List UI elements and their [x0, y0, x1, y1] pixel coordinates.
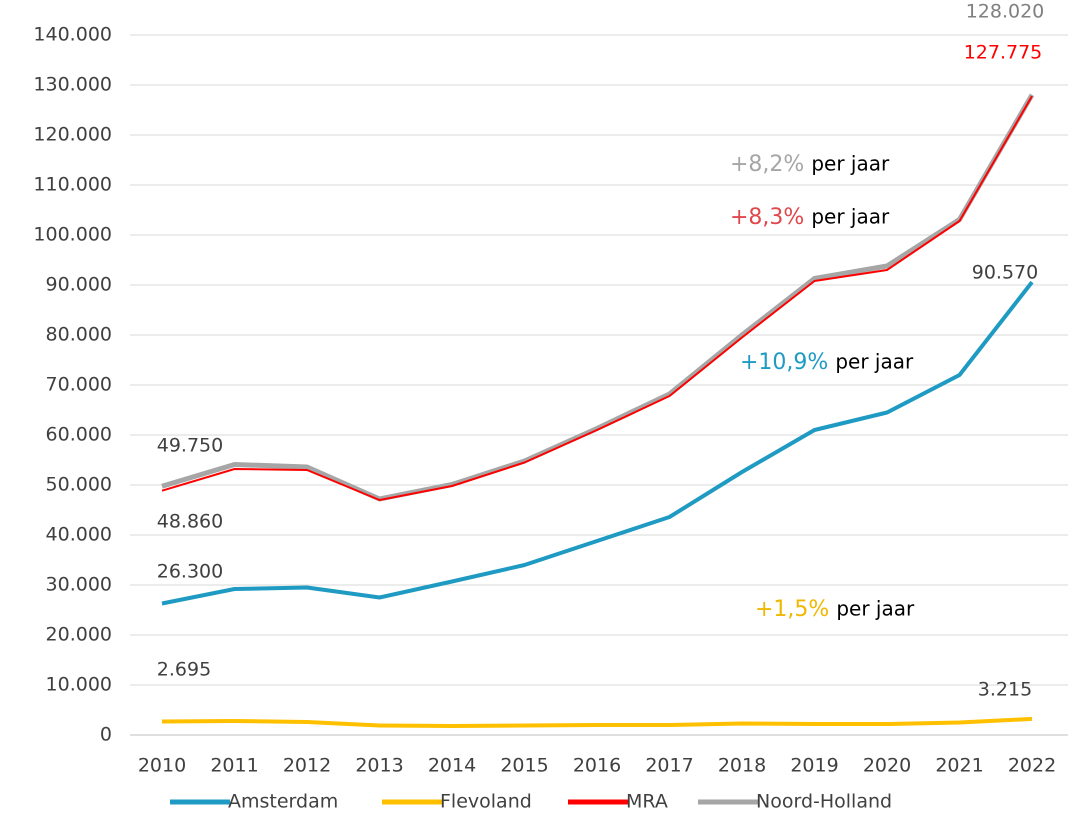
x-tick-label: 2011: [210, 755, 258, 777]
series-line: [161, 280, 1034, 606]
y-tick-label: 0: [100, 724, 112, 746]
y-tick-label: 90.000: [46, 274, 112, 296]
y-tick-label: 60.000: [46, 424, 112, 446]
data-label: 26.300: [157, 561, 223, 583]
x-tick-label: 2019: [790, 755, 838, 777]
y-tick-label: 40.000: [46, 524, 112, 546]
data-label: 90.570: [972, 262, 1038, 284]
y-tick-label: 10.000: [46, 674, 112, 696]
legend-label: Flevoland: [440, 791, 532, 813]
y-tick-label: 50.000: [46, 474, 112, 496]
y-tick-label: 140.000: [33, 24, 112, 46]
y-tick-label: 120.000: [33, 124, 112, 146]
y-tick-label: 20.000: [46, 624, 112, 646]
x-tick-label: 2022: [1008, 755, 1056, 777]
y-tick-label: 70.000: [46, 374, 112, 396]
y-tick-label: 80.000: [46, 324, 112, 346]
data-label: 128.020: [966, 1, 1045, 23]
data-label: 2.695: [157, 659, 211, 681]
x-tick-label: 2017: [645, 755, 693, 777]
data-label: 3.215: [978, 679, 1032, 701]
annotation-rate: +8,2%: [730, 152, 804, 177]
y-tick-label: 30.000: [46, 574, 112, 596]
annotation-rate: +8,3%: [730, 205, 804, 230]
x-tick-label: 2016: [573, 755, 621, 777]
x-tick-label: 2021: [935, 755, 983, 777]
annotation-rate: +10,9%: [740, 350, 828, 375]
series-line: [161, 95, 1033, 501]
x-tick-label: 2014: [428, 755, 476, 777]
x-tick-label: 2010: [138, 755, 186, 777]
y-tick-label: 130.000: [33, 74, 112, 96]
x-tick-label: 2012: [283, 755, 331, 777]
series-line: [161, 716, 1033, 728]
data-label: 49.750: [157, 435, 223, 457]
series-line: [161, 93, 1035, 502]
annotation-rate: +1,5%: [755, 597, 829, 622]
legend-label: MRA: [626, 791, 668, 813]
x-tick-label: 2015: [500, 755, 548, 777]
legend-label: Amsterdam: [228, 791, 338, 813]
x-tick-label: 2020: [863, 755, 911, 777]
x-tick-label: 2018: [718, 755, 766, 777]
x-tick-label: 2013: [355, 755, 403, 777]
data-label: 127.775: [964, 42, 1043, 64]
legend-label: Noord-Holland: [756, 791, 892, 813]
data-label: 48.860: [157, 511, 223, 533]
annotation-suffix: per jaar: [835, 350, 914, 374]
annotation-suffix: per jaar: [811, 205, 890, 229]
annotation-suffix: per jaar: [811, 152, 890, 176]
annotation-suffix: per jaar: [836, 597, 915, 621]
y-tick-label: 100.000: [33, 224, 112, 246]
y-tick-label: 110.000: [33, 174, 112, 196]
